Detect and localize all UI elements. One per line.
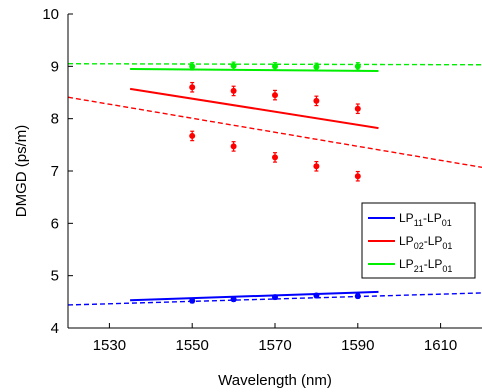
data-point xyxy=(272,92,278,99)
x-tick-label: 1570 xyxy=(258,337,291,354)
y-tick-label: 6 xyxy=(51,215,59,232)
y-tick-label: 7 xyxy=(51,163,59,180)
data-point xyxy=(189,132,196,139)
data-point xyxy=(313,63,320,70)
series-1-solid-line xyxy=(129,87,379,130)
data-point xyxy=(354,293,361,300)
data-point xyxy=(354,63,361,70)
data-point xyxy=(230,143,237,150)
series-2-solid-line xyxy=(130,67,379,73)
y-tick-label: 8 xyxy=(51,111,59,128)
x-axis-title: Wavelength (nm) xyxy=(218,372,332,389)
data-point xyxy=(354,173,361,180)
plot-area xyxy=(68,14,482,328)
x-tick-label: 1610 xyxy=(424,337,457,354)
series-1-dashed-line xyxy=(67,96,482,169)
data-point xyxy=(272,294,278,301)
series-layer xyxy=(67,61,482,306)
y-tick-label: 9 xyxy=(51,58,59,75)
y-tick-label: 10 xyxy=(42,6,59,23)
data-point xyxy=(272,63,278,70)
series-0-solid-line xyxy=(130,290,379,302)
data-point xyxy=(354,105,361,112)
legend-label: LP21-LP01 xyxy=(399,257,452,274)
y-tick-label: 5 xyxy=(51,268,59,285)
data-point xyxy=(189,63,196,70)
y-ticks: 4 5 6 7 8 9 10 xyxy=(42,6,73,337)
series-0-dashed-line xyxy=(67,292,482,306)
data-point xyxy=(313,97,320,104)
data-point xyxy=(313,292,320,299)
y-axis-title: DMGD (ps/m) xyxy=(13,125,30,218)
data-point xyxy=(313,163,320,170)
series-2-dashed-line xyxy=(67,63,482,66)
x-tick-label: 1530 xyxy=(93,337,126,354)
data-point xyxy=(272,154,278,161)
data-point xyxy=(230,62,237,69)
legend-label: LP02-LP01 xyxy=(399,234,452,251)
legend-label: LP11-LP01 xyxy=(399,211,452,228)
data-point xyxy=(230,87,237,94)
legend: LP11-LP01 LP02-LP01 LP21-LP01 xyxy=(361,202,476,279)
x-ticks: 1530 1550 1570 1590 1610 xyxy=(93,323,457,354)
x-tick-label: 1590 xyxy=(341,337,374,354)
data-point xyxy=(189,297,196,304)
x-tick-label: 1550 xyxy=(176,337,209,354)
data-point xyxy=(230,296,237,303)
data-point xyxy=(189,84,196,91)
y-tick-label: 4 xyxy=(51,320,59,337)
